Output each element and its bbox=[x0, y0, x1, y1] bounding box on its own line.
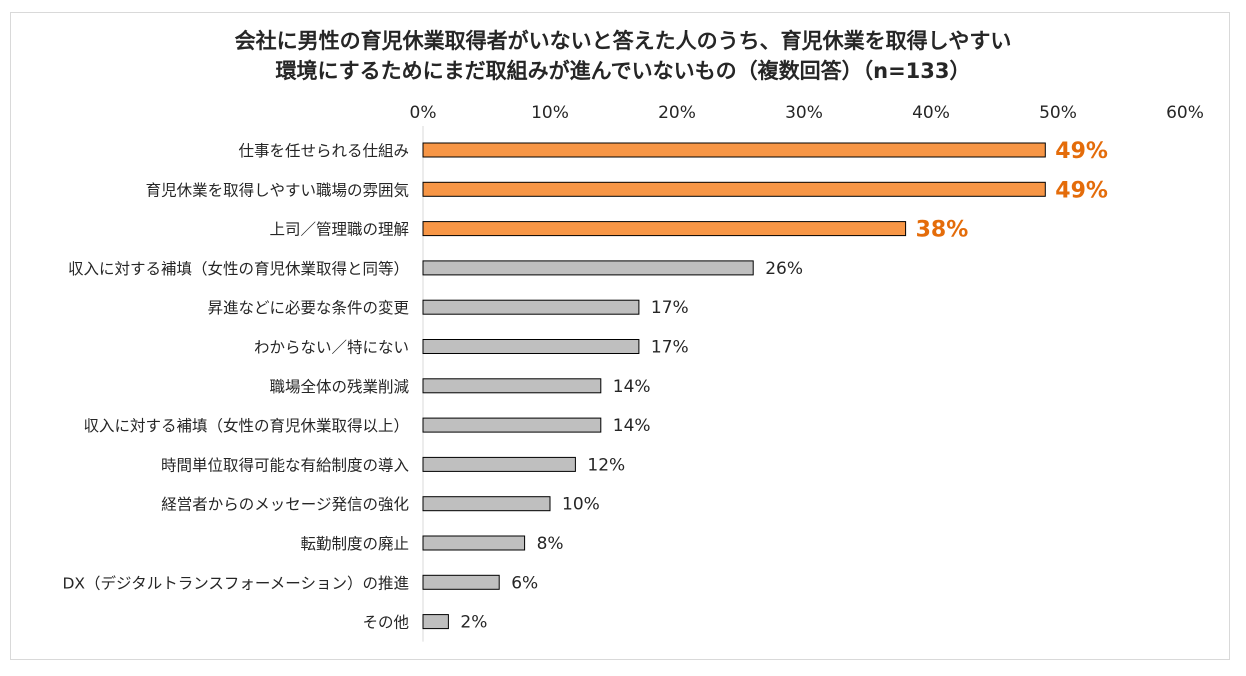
data-label: 38% bbox=[916, 218, 969, 243]
category-label: 転勤制度の廃止 bbox=[300, 535, 409, 553]
category-label: わからない／特にない bbox=[254, 339, 409, 357]
category-label: DX（デジタルトランスフォーメーション）の推進 bbox=[62, 573, 409, 592]
bar bbox=[422, 339, 640, 354]
bar bbox=[422, 260, 754, 276]
x-tick-label: 20% bbox=[658, 103, 696, 123]
x-tick-label: 0% bbox=[410, 103, 437, 123]
x-tick-label: 40% bbox=[912, 103, 950, 123]
bar bbox=[422, 614, 449, 630]
bar bbox=[422, 456, 576, 472]
data-label: 10% bbox=[562, 495, 600, 515]
x-tick-label: 60% bbox=[1166, 103, 1204, 123]
bar bbox=[422, 574, 500, 590]
data-label: 17% bbox=[651, 338, 689, 358]
category-label: 経営者からのメッセージ発信の強化 bbox=[161, 496, 409, 514]
data-label: 14% bbox=[613, 377, 651, 397]
category-label: その他 bbox=[362, 614, 409, 632]
chart-title-line-2: 環境にするためにまだ取組みが進んでいないもの（複数回答）（n=133） bbox=[275, 59, 971, 83]
data-label: 26% bbox=[765, 259, 803, 279]
data-label: 2% bbox=[460, 613, 487, 633]
bar bbox=[422, 221, 907, 237]
bar bbox=[422, 299, 640, 315]
category-label: 仕事を任せられる仕組み bbox=[238, 142, 409, 160]
category-label: 収入に対する補填（女性の育児休業取得と同等） bbox=[68, 259, 409, 278]
category-label: 時間単位取得可能な有給制度の導入 bbox=[161, 456, 409, 474]
chart-title-line-1: 会社に男性の育児休業取得者がいないと答えた人のうち、育児休業を取得しやすい bbox=[234, 29, 1012, 53]
data-label: 49% bbox=[1055, 139, 1108, 164]
category-label: 上司／管理職の理解 bbox=[269, 221, 409, 239]
x-tick-label: 10% bbox=[531, 103, 569, 123]
bar bbox=[422, 142, 1046, 158]
bar bbox=[422, 378, 602, 394]
data-label: 17% bbox=[651, 298, 689, 318]
data-label: 6% bbox=[511, 573, 538, 593]
x-tick-label: 50% bbox=[1039, 103, 1077, 123]
data-label: 8% bbox=[537, 534, 564, 554]
x-tick-label: 30% bbox=[785, 103, 823, 123]
data-label: 49% bbox=[1055, 178, 1108, 203]
data-label: 14% bbox=[613, 416, 651, 436]
category-label: 昇進などに必要な条件の変更 bbox=[207, 299, 409, 317]
bar bbox=[422, 417, 602, 433]
chart-frame bbox=[10, 12, 1230, 660]
category-label: 職場全体の残業削減 bbox=[269, 378, 409, 396]
data-label: 12% bbox=[587, 455, 625, 475]
category-label: 収入に対する補填（女性の育児休業取得以上） bbox=[83, 416, 409, 435]
bar bbox=[422, 496, 551, 512]
bar bbox=[422, 535, 526, 551]
bar bbox=[422, 181, 1046, 197]
chart-title: 会社に男性の育児休業取得者がいないと答えた人のうち、育児休業を取得しやすい 環境… bbox=[0, 26, 1246, 86]
category-label: 育児休業を取得しやすい職場の雰囲気 bbox=[146, 181, 409, 199]
